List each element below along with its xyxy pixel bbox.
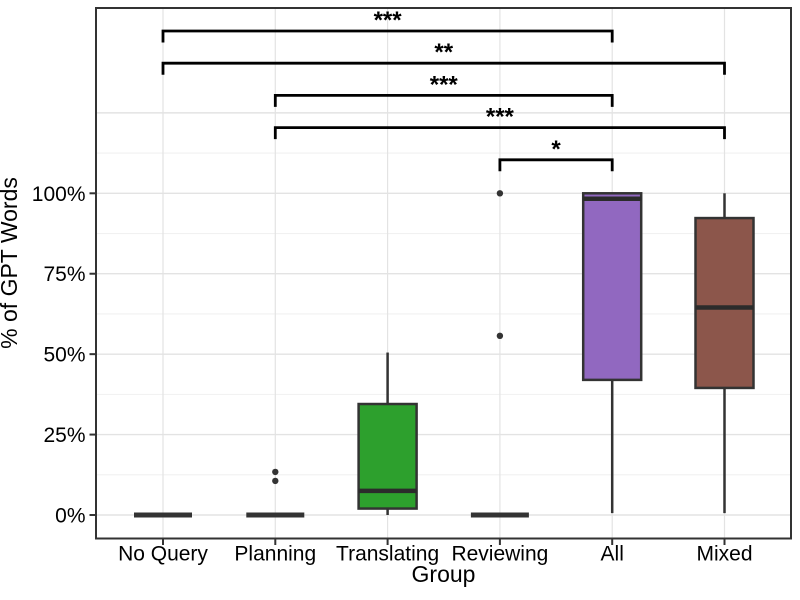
significance-stars-reviewing-all: * [551,136,561,163]
box-all [581,192,643,382]
outlier-point-planning [272,477,279,485]
outlier-point-planning [272,468,279,476]
significance-stars-planning-all: *** [430,71,459,98]
x-axis-title: Group [412,561,476,587]
x-tick-label-reviewing: Reviewing [451,543,548,566]
x-tick-label-mixed: Mixed [696,543,752,566]
y-tick-label-0: 0% [55,505,85,528]
significance-bracket-planning-all [273,94,614,107]
y-tick-label-50: 50% [43,344,85,367]
significance-bracket-planning-mixed [273,126,726,140]
box-mixed [694,216,755,390]
outlier-point-reviewing [496,332,504,340]
x-tick-label-all: All [601,543,624,566]
significance-bracket-reviewing-all [498,158,614,172]
y-tick-label-25: 25% [43,424,85,447]
y-tick-label-75: 75% [43,263,85,286]
significance-stars-planning-mixed: *** [486,104,515,131]
x-tick-label-planning: Planning [234,543,316,566]
y-tick-label-100: 100% [32,183,86,206]
plot-layer: 0% 25% 50% 75% 100% No Query Planning Translati… [32,7,792,566]
significance-bracket-no-query-mixed [161,61,726,75]
significance-bracket-no-query-all [161,29,614,43]
y-axis-title: % of GPT Words [0,177,22,349]
significance-stars-no-query-mixed: ** [434,39,453,66]
significance-stars-no-query-all: *** [374,7,403,34]
x-tick-label-no-query: No Query [118,543,208,566]
x-tick-label-translating: Translating [336,543,439,566]
outlier-point-reviewing [496,190,504,197]
